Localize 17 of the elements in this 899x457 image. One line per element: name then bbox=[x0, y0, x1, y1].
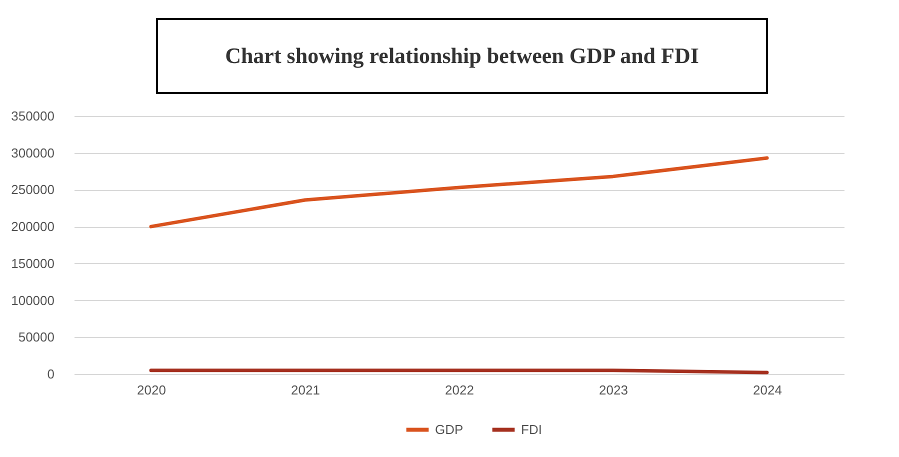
x-tick-label: 2023 bbox=[599, 382, 628, 398]
x-tick-label: 2021 bbox=[291, 382, 320, 398]
y-tick-label: 300000 bbox=[11, 145, 54, 160]
y-tick-label: 150000 bbox=[11, 256, 54, 271]
x-tick-label: 2024 bbox=[753, 382, 782, 398]
y-tick-label: 200000 bbox=[11, 219, 54, 234]
y-tick-label: 350000 bbox=[11, 108, 54, 124]
y-tick-label: 100000 bbox=[11, 292, 54, 308]
line-series bbox=[149, 156, 769, 228]
x-tick-label: 2020 bbox=[137, 382, 166, 398]
chart-title: Chart showing relationship between GDP and FDI bbox=[156, 18, 768, 94]
y-tick-label: 50000 bbox=[18, 330, 54, 345]
legend-label: FDI bbox=[521, 422, 542, 437]
y-tick-label: 0 bbox=[47, 366, 54, 382]
legend-label: GDP bbox=[435, 422, 464, 437]
y-tick-label: 250000 bbox=[11, 182, 54, 198]
x-tick-label: 2022 bbox=[445, 382, 474, 398]
